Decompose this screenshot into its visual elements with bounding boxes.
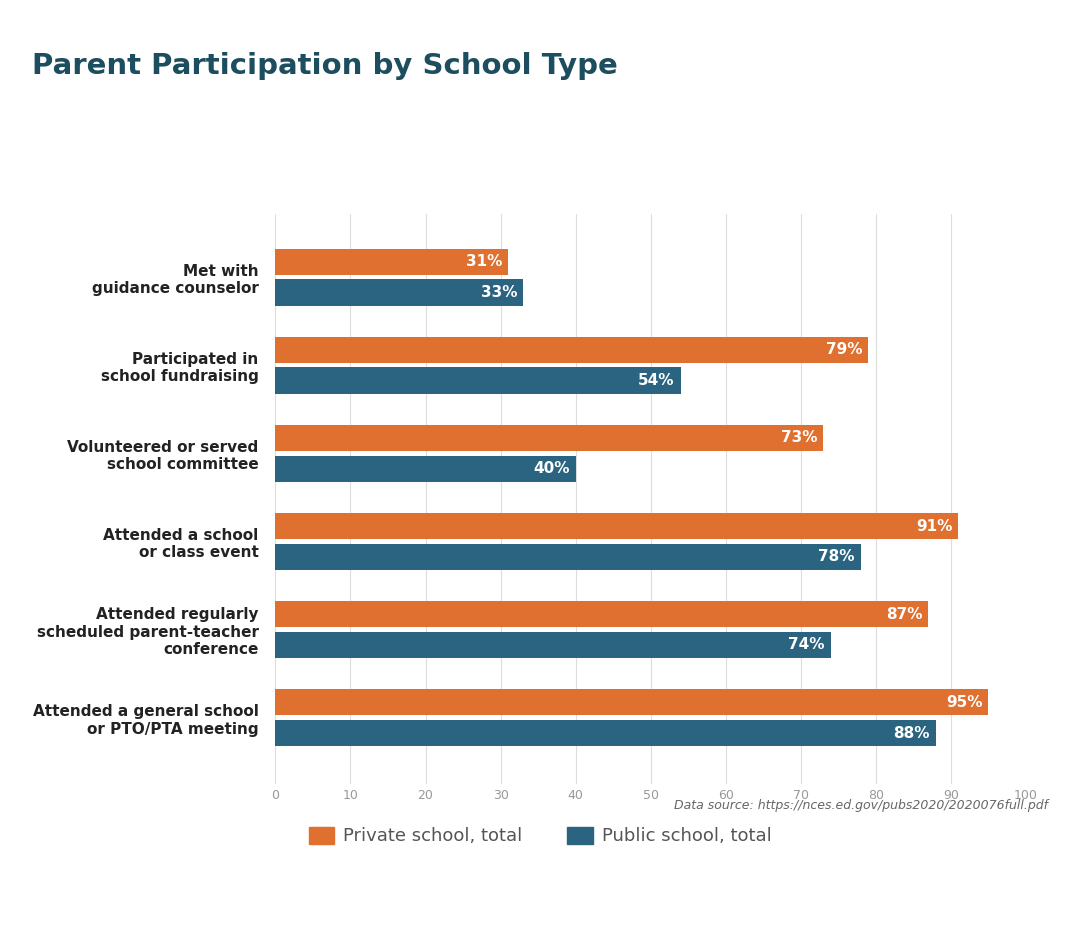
Text: 95%: 95% — [946, 694, 983, 710]
Bar — [275, 456, 576, 482]
Text: 87%: 87% — [886, 607, 922, 621]
Legend: Private school, total, Public school, total: Private school, total, Public school, to… — [301, 819, 779, 853]
Text: ▶  Study.com: ▶ Study.com — [437, 892, 643, 921]
Bar — [275, 368, 680, 394]
Bar — [275, 601, 929, 627]
Bar — [275, 425, 823, 451]
Text: 79%: 79% — [826, 342, 862, 357]
Text: 74%: 74% — [788, 637, 825, 653]
Text: 31%: 31% — [465, 255, 502, 269]
Bar — [275, 543, 861, 570]
Text: 88%: 88% — [893, 726, 930, 741]
Text: 54%: 54% — [638, 373, 675, 389]
Bar — [275, 689, 988, 715]
Bar — [275, 720, 936, 747]
Bar — [275, 249, 508, 275]
Text: 91%: 91% — [916, 519, 953, 534]
Bar — [275, 632, 831, 658]
Text: 33%: 33% — [481, 285, 517, 300]
Bar — [275, 336, 868, 363]
Bar — [275, 513, 958, 540]
Text: Parent Participation by School Type: Parent Participation by School Type — [32, 52, 618, 80]
Text: 40%: 40% — [534, 462, 569, 476]
Text: 78%: 78% — [819, 549, 855, 564]
Bar — [275, 279, 523, 306]
Text: 73%: 73% — [781, 430, 818, 446]
Text: Data source: https://nces.ed.gov/pubs2020/2020076full.pdf: Data source: https://nces.ed.gov/pubs202… — [674, 799, 1048, 812]
